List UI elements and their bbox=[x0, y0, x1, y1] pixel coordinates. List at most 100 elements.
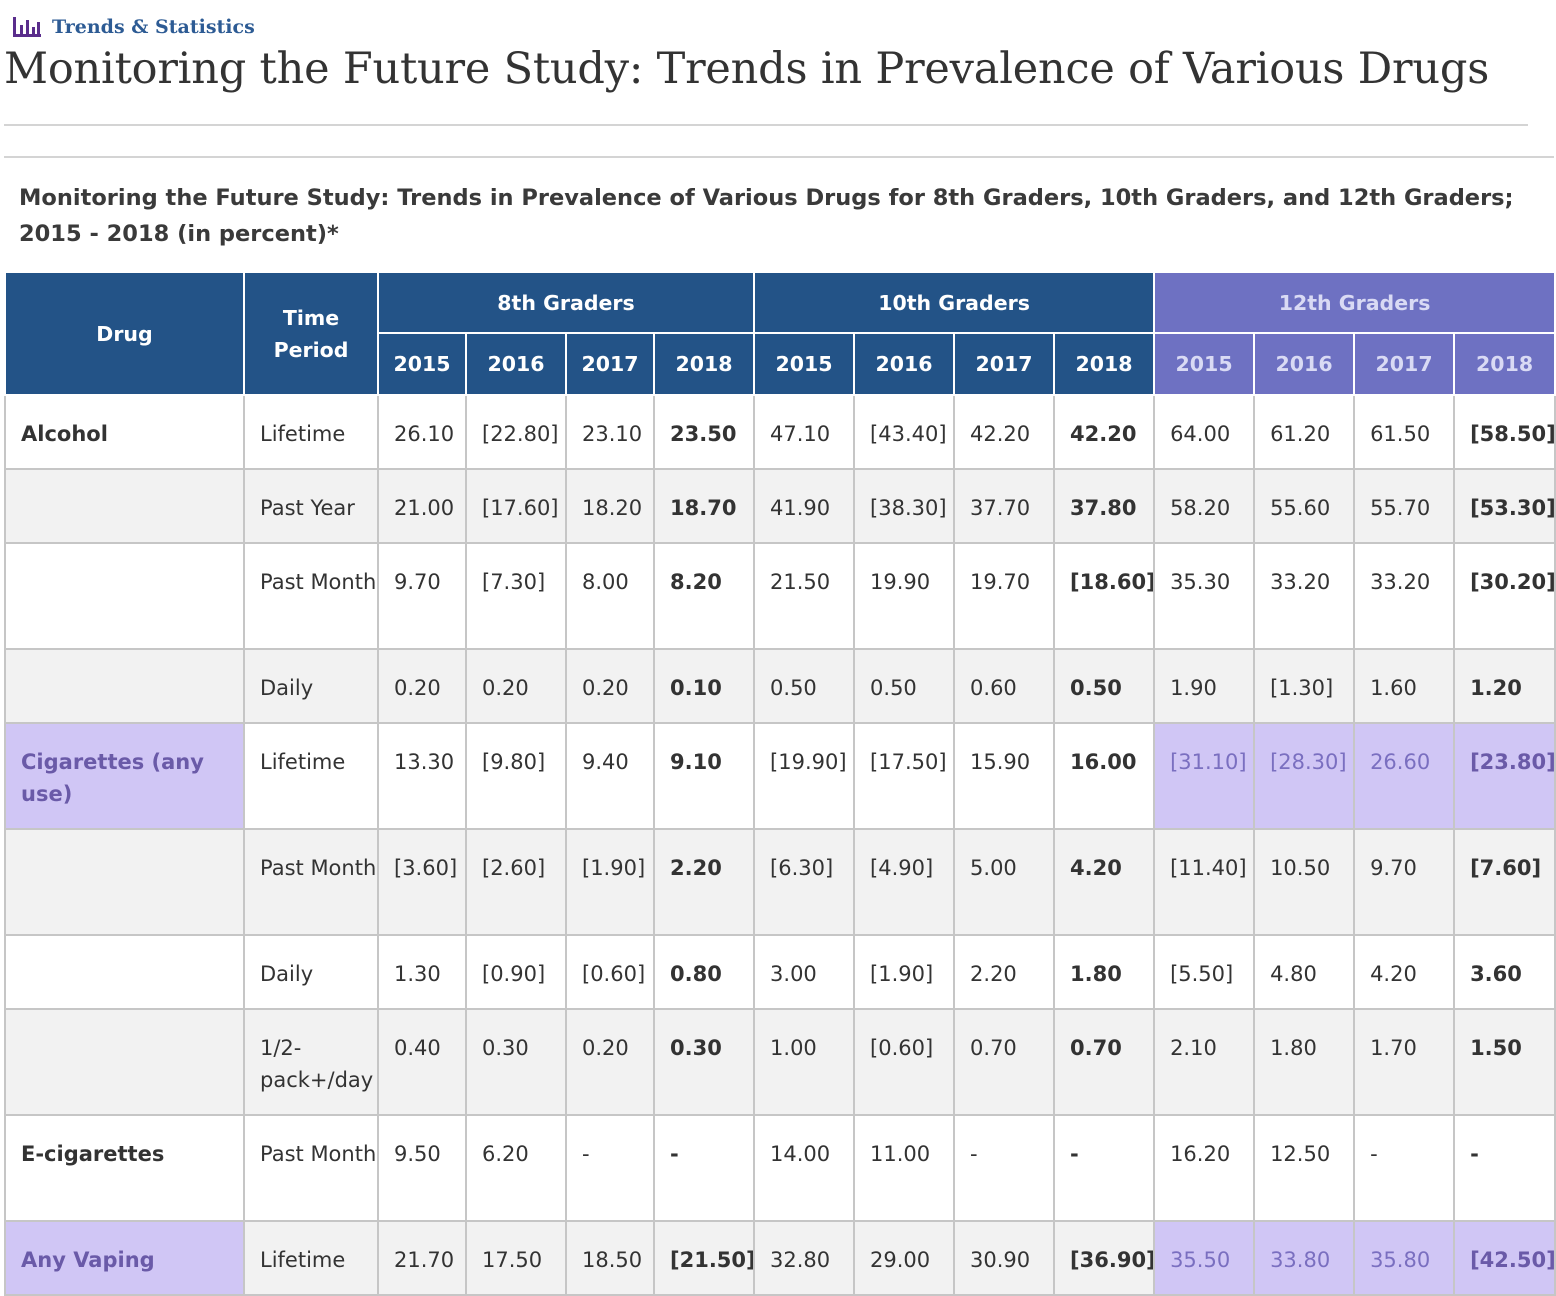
value-cell: 0.40 bbox=[377, 1008, 467, 1116]
time-period: Past Year bbox=[243, 468, 379, 544]
value-cell: 1.20 bbox=[1453, 648, 1556, 724]
value-cell: 55.60 bbox=[1253, 468, 1356, 544]
value-cell: 61.50 bbox=[1353, 394, 1456, 470]
value-cell: 2.10 bbox=[1153, 1008, 1256, 1116]
value-cell: - bbox=[565, 1114, 655, 1222]
value-cell: 0.80 bbox=[652, 934, 756, 1010]
value-cell: [42.50] bbox=[1453, 1220, 1556, 1296]
value-cell: 13.30 bbox=[377, 722, 467, 830]
value-cell: [6.30] bbox=[753, 828, 856, 936]
value-cell: 1.90 bbox=[1153, 648, 1256, 724]
value-cell: 33.20 bbox=[1353, 542, 1456, 650]
value-cell: 2.20 bbox=[953, 934, 1056, 1010]
drug-name bbox=[4, 934, 245, 1010]
header-year: 2017 bbox=[565, 332, 655, 396]
value-cell: 61.20 bbox=[1253, 394, 1356, 470]
value-cell: 5.00 bbox=[953, 828, 1056, 936]
breadcrumb-label[interactable]: Trends & Statistics bbox=[52, 16, 255, 38]
value-cell: 21.00 bbox=[377, 468, 467, 544]
table-row: Cigarettes (any use) Lifetime 13.30 [9.80] 9… bbox=[4, 722, 1556, 830]
value-cell: 21.50 bbox=[753, 542, 856, 650]
value-cell: 8.20 bbox=[652, 542, 756, 650]
value-cell: [17.60] bbox=[465, 468, 567, 544]
value-cell: 16.00 bbox=[1053, 722, 1156, 830]
drug-name bbox=[4, 542, 245, 650]
value-cell: 0.20 bbox=[565, 648, 655, 724]
value-cell: [0.60] bbox=[853, 1008, 956, 1116]
value-cell: 19.70 bbox=[953, 542, 1056, 650]
value-cell: [58.50] bbox=[1453, 394, 1556, 470]
drug-name bbox=[4, 828, 245, 936]
value-cell: 47.10 bbox=[753, 394, 856, 470]
value-cell: 0.30 bbox=[652, 1008, 756, 1116]
value-cell: 0.70 bbox=[1053, 1008, 1156, 1116]
value-cell: [1.30] bbox=[1253, 648, 1356, 724]
value-cell: 18.50 bbox=[565, 1220, 655, 1296]
time-period: 1/2-pack+/day bbox=[243, 1008, 379, 1116]
table-row: Daily 0.20 0.20 0.20 0.10 0.50 0.50 0.60 0.50 1.9… bbox=[4, 648, 1556, 724]
value-cell: [4.90] bbox=[853, 828, 956, 936]
value-cell: 37.70 bbox=[953, 468, 1056, 544]
value-cell: 12.50 bbox=[1253, 1114, 1356, 1222]
header-10th-graders: 10th Graders bbox=[753, 271, 1156, 334]
value-cell: 6.20 bbox=[465, 1114, 567, 1222]
header-year: 2017 bbox=[953, 332, 1056, 396]
time-period: Past Month bbox=[243, 828, 379, 936]
value-cell: 0.50 bbox=[853, 648, 956, 724]
value-cell: 3.00 bbox=[753, 934, 856, 1010]
table-caption: Monitoring the Future Study: Trends in P… bbox=[19, 185, 1514, 247]
header-year: 2015 bbox=[1153, 332, 1256, 396]
time-period: Daily bbox=[243, 934, 379, 1010]
value-cell: 41.90 bbox=[753, 468, 856, 544]
value-cell: 0.10 bbox=[652, 648, 756, 724]
time-period: Daily bbox=[243, 648, 379, 724]
value-cell: 1.60 bbox=[1353, 648, 1456, 724]
value-cell: [7.60] bbox=[1453, 828, 1556, 936]
value-cell: - bbox=[1353, 1114, 1456, 1222]
value-cell: [18.60] bbox=[1053, 542, 1156, 650]
value-cell: 1.80 bbox=[1253, 1008, 1356, 1116]
drug-name: Alcohol bbox=[4, 394, 245, 470]
value-cell: [28.30] bbox=[1253, 722, 1356, 830]
value-cell: 15.90 bbox=[953, 722, 1056, 830]
value-cell: 33.80 bbox=[1253, 1220, 1356, 1296]
value-cell: [9.80] bbox=[465, 722, 567, 830]
value-cell: 42.20 bbox=[1053, 394, 1156, 470]
value-cell: 35.50 bbox=[1153, 1220, 1256, 1296]
value-cell: [43.40] bbox=[853, 394, 956, 470]
value-cell: 0.20 bbox=[465, 648, 567, 724]
value-cell: 64.00 bbox=[1153, 394, 1256, 470]
value-cell: 33.20 bbox=[1253, 542, 1356, 650]
value-cell: [7.30] bbox=[465, 542, 567, 650]
value-cell: 3.60 bbox=[1453, 934, 1556, 1010]
drug-name: Cigarettes (any use) bbox=[4, 722, 245, 830]
divider bbox=[4, 124, 1528, 126]
value-cell: 4.20 bbox=[1053, 828, 1156, 936]
value-cell: 0.50 bbox=[1053, 648, 1156, 724]
value-cell: 8.00 bbox=[565, 542, 655, 650]
value-cell: 37.80 bbox=[1053, 468, 1156, 544]
value-cell: 0.20 bbox=[565, 1008, 655, 1116]
breadcrumb[interactable]: Trends & Statistics bbox=[12, 12, 255, 42]
value-cell: [3.60] bbox=[377, 828, 467, 936]
value-cell: 19.90 bbox=[853, 542, 956, 650]
value-cell: [53.30] bbox=[1453, 468, 1556, 544]
drug-name: Any Vaping bbox=[4, 1220, 245, 1296]
value-cell: 21.70 bbox=[377, 1220, 467, 1296]
value-cell: 0.20 bbox=[377, 648, 467, 724]
value-cell: [19.90] bbox=[753, 722, 856, 830]
value-cell: 55.70 bbox=[1353, 468, 1456, 544]
value-cell: [2.60] bbox=[465, 828, 567, 936]
value-cell: 42.20 bbox=[953, 394, 1056, 470]
header-year: 2016 bbox=[853, 332, 956, 396]
page-title: Monitoring the Future Study: Trends in P… bbox=[4, 44, 1490, 94]
value-cell: 2.20 bbox=[652, 828, 756, 936]
header-year: 2018 bbox=[1453, 332, 1556, 396]
value-cell: 26.10 bbox=[377, 394, 467, 470]
bar-chart-icon bbox=[13, 17, 41, 37]
value-cell: 23.10 bbox=[565, 394, 655, 470]
time-period: Lifetime bbox=[243, 722, 379, 830]
value-cell: 30.90 bbox=[953, 1220, 1056, 1296]
table-row: E-cigarettes Past Month 9.50 6.20- -14.00 11.… bbox=[4, 1114, 1556, 1222]
value-cell: [36.90] bbox=[1053, 1220, 1156, 1296]
